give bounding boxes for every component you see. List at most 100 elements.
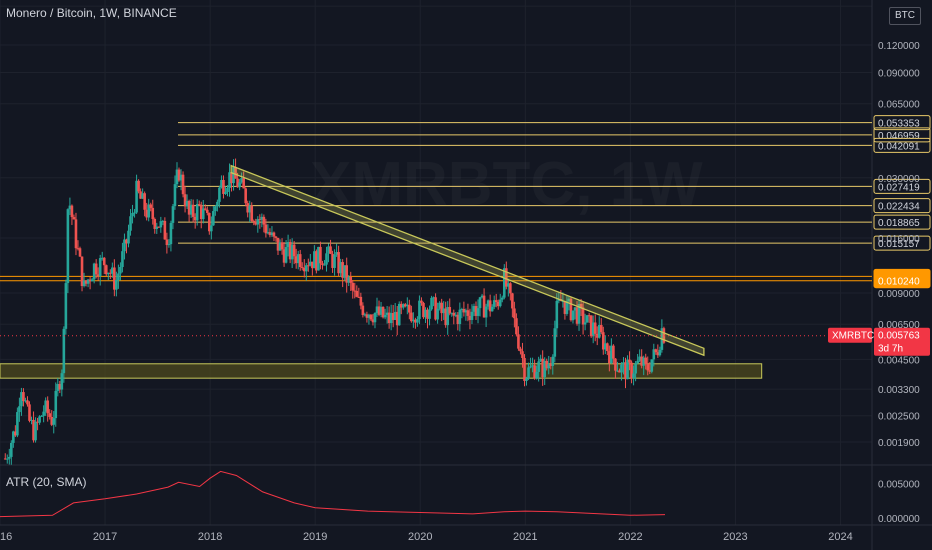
candle-body-21 bbox=[46, 400, 49, 414]
candle-body-150 bbox=[307, 265, 310, 267]
candle-body-231 bbox=[470, 311, 474, 320]
candle-body-313 bbox=[636, 360, 639, 364]
y-tick-label-10: 0.002500 bbox=[878, 412, 920, 423]
candle-body-255 bbox=[519, 348, 522, 352]
y-tick-label-6: 0.009000 bbox=[878, 289, 920, 300]
last-price-badge bbox=[874, 327, 930, 356]
atr-tick-label-0: 0.005000 bbox=[878, 480, 920, 491]
candle-body-56 bbox=[117, 273, 120, 281]
descending-trendline[interactable] bbox=[230, 164, 705, 357]
candle-body-109 bbox=[224, 192, 227, 194]
candle-body-19 bbox=[42, 411, 45, 416]
y-tick-label-11: 0.001900 bbox=[878, 438, 920, 449]
candle-body-86 bbox=[177, 169, 181, 181]
candle-body-45 bbox=[94, 263, 98, 275]
candle-body-20 bbox=[44, 400, 47, 412]
candle-body-239 bbox=[486, 300, 490, 307]
candle-body-25 bbox=[54, 390, 58, 419]
candle-body-326 bbox=[662, 328, 666, 343]
candle-body-207 bbox=[422, 302, 425, 318]
candle-body-182 bbox=[371, 319, 375, 323]
candle-body-50 bbox=[104, 265, 108, 275]
candle-body-144 bbox=[294, 256, 298, 264]
candle-body-199 bbox=[406, 304, 409, 307]
level-label-4: 0.022434 bbox=[878, 202, 920, 213]
level-label-6: 0.015157 bbox=[878, 239, 920, 250]
candle-body-195 bbox=[397, 303, 401, 326]
candle-body-318 bbox=[646, 364, 650, 371]
candle-body-254 bbox=[517, 334, 520, 349]
candle-body-71 bbox=[147, 204, 151, 218]
candle-body-77 bbox=[159, 221, 163, 228]
candle-body-265 bbox=[539, 358, 542, 362]
candle-body-88 bbox=[181, 174, 185, 195]
candle-body-188 bbox=[383, 314, 387, 318]
x-tick-label-0: 2016 bbox=[0, 531, 12, 543]
candle-body-163 bbox=[333, 254, 336, 268]
candle-body-205 bbox=[418, 300, 421, 320]
candle-body-279 bbox=[567, 298, 571, 302]
candle-body-114 bbox=[234, 166, 237, 179]
candle-body-180 bbox=[367, 314, 371, 318]
candle-body-229 bbox=[466, 310, 470, 316]
candle-body-136 bbox=[278, 242, 282, 251]
candle-body-169 bbox=[345, 265, 348, 283]
candle-body-293 bbox=[595, 333, 599, 338]
candle-body-155 bbox=[317, 246, 320, 271]
candle-body-7 bbox=[18, 406, 21, 413]
level-badge-4 bbox=[873, 198, 931, 214]
x-tick-label-2: 2018 bbox=[198, 531, 222, 543]
candle-body-23 bbox=[50, 416, 54, 425]
candle-body-91 bbox=[187, 200, 191, 215]
candle-body-13 bbox=[30, 419, 33, 421]
y-tick-label-9: 0.003300 bbox=[878, 385, 920, 396]
candle-body-302 bbox=[614, 358, 617, 371]
candle-body-57 bbox=[119, 266, 122, 274]
y-tick-label-1: 0.120000 bbox=[878, 41, 920, 52]
candle-body-168 bbox=[343, 265, 346, 278]
candle-body-84 bbox=[173, 184, 177, 207]
candle-body-237 bbox=[482, 295, 486, 318]
candle-body-149 bbox=[304, 265, 308, 272]
candle-body-192 bbox=[391, 313, 395, 320]
candle-body-142 bbox=[290, 244, 294, 260]
candle-body-214 bbox=[436, 308, 439, 320]
candle-body-60 bbox=[125, 239, 128, 244]
level-label-2: 0.042091 bbox=[878, 141, 920, 152]
candle-body-175 bbox=[357, 296, 361, 298]
candle-body-64 bbox=[133, 212, 136, 214]
candle-body-16 bbox=[36, 421, 39, 423]
candle-body-80 bbox=[165, 239, 169, 246]
candle-body-203 bbox=[414, 319, 417, 323]
candle-body-312 bbox=[634, 363, 637, 374]
candle-body-35 bbox=[74, 219, 78, 249]
candle-body-120 bbox=[246, 203, 249, 213]
candle-body-299 bbox=[608, 351, 611, 364]
candle-body-11 bbox=[26, 400, 29, 405]
candle-body-307 bbox=[624, 362, 627, 380]
candle-body-89 bbox=[183, 194, 187, 207]
support-zone[interactable] bbox=[0, 363, 763, 379]
candle-body-250 bbox=[509, 283, 512, 294]
candle-body-110 bbox=[226, 187, 229, 193]
symbol-title: Monero / Bitcoin, 1W, BINANCE bbox=[6, 6, 177, 20]
level-label-5: 0.018865 bbox=[878, 218, 920, 229]
candle-body-202 bbox=[412, 319, 415, 322]
candle-body-153 bbox=[313, 251, 316, 269]
candle-body-233 bbox=[474, 306, 478, 316]
candle-body-94 bbox=[193, 216, 197, 221]
candle-body-87 bbox=[179, 174, 183, 181]
currency-badge[interactable]: BTC bbox=[889, 7, 921, 25]
level-badge-0 bbox=[873, 115, 931, 131]
candle-body-41 bbox=[86, 279, 90, 284]
candle-body-285 bbox=[579, 303, 583, 308]
level-label-3: 0.027419 bbox=[878, 182, 920, 193]
candle-body-317 bbox=[644, 357, 648, 365]
level-label-0: 0.053353 bbox=[878, 119, 920, 130]
candle-body-252 bbox=[513, 308, 516, 319]
candle-body-232 bbox=[472, 306, 476, 312]
candle-body-63 bbox=[131, 213, 134, 217]
candle-body-288 bbox=[585, 315, 589, 323]
candle-body-280 bbox=[569, 298, 573, 321]
